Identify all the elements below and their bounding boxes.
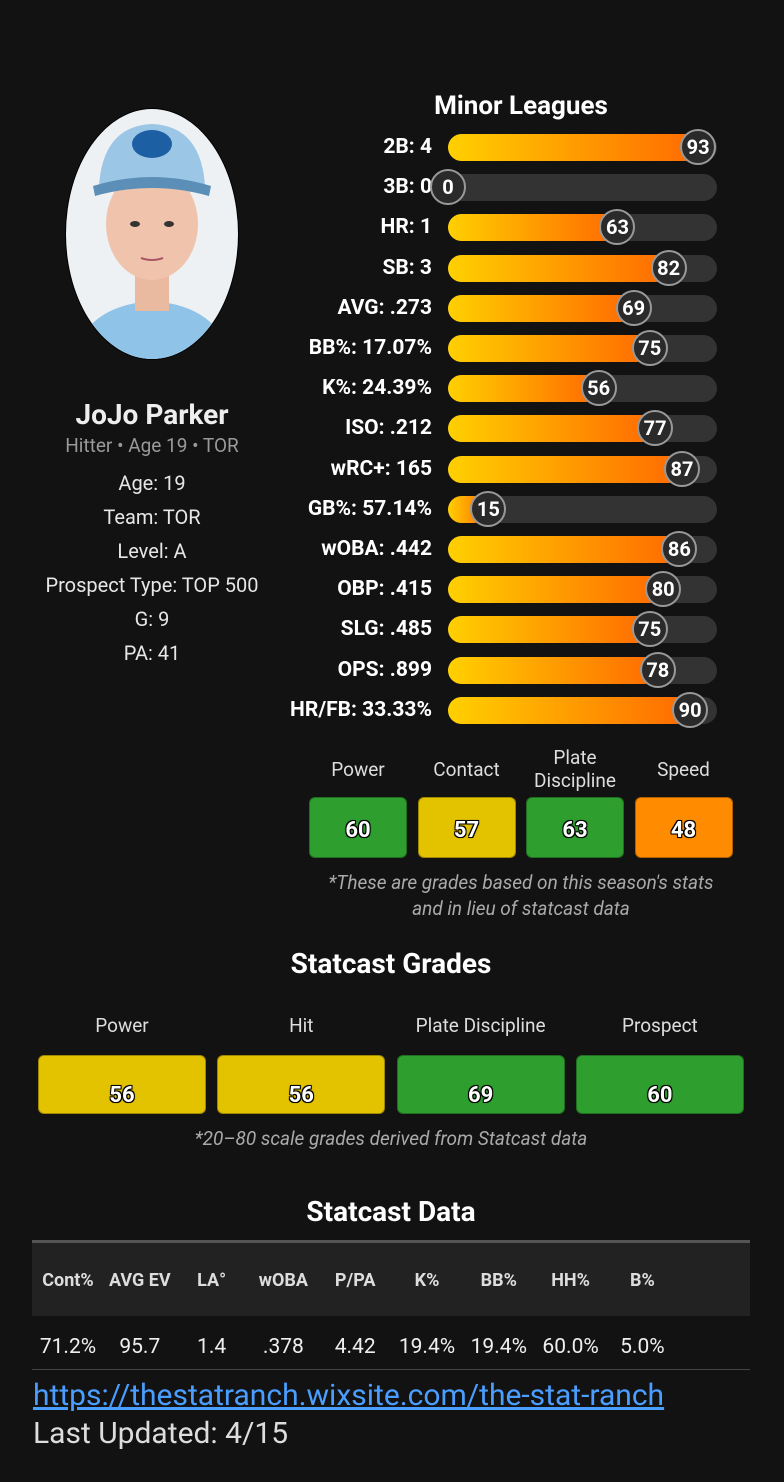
column-header: BB%: [480, 1270, 517, 1291]
table-cell: 95.7: [119, 1335, 161, 1359]
player-detail: Age: 19: [118, 471, 186, 495]
grade-label: Speed: [657, 757, 710, 781]
stat-label: SLG: .485: [340, 617, 432, 642]
percentile-badge: 69: [615, 289, 652, 326]
stat-label: BB%: 17.07%: [308, 336, 432, 360]
percentile-badge: 82: [650, 249, 687, 286]
table-header: [32, 1240, 750, 1316]
bar-fill: [448, 214, 618, 242]
column-header: B%: [629, 1270, 655, 1291]
percentile-badge: 80: [645, 571, 682, 608]
table-cell: 60.0%: [542, 1335, 599, 1359]
bar-fill: [448, 455, 683, 483]
bar-fill: [448, 415, 656, 443]
percentile-badge: 0: [430, 169, 466, 206]
table-cell: 4.42: [334, 1335, 376, 1359]
grade-box: 48: [634, 797, 733, 858]
player-name: JoJo Parker: [75, 398, 229, 431]
percentile-badge: 90: [672, 691, 709, 728]
grade-label: Power: [331, 757, 385, 781]
grade-box: 60: [575, 1055, 744, 1114]
stat-label: wOBA: .442: [321, 537, 432, 561]
percentile-badge: 87: [664, 450, 701, 487]
table-cell: .378: [262, 1335, 304, 1359]
table-cell: 1.4: [197, 1335, 227, 1359]
bar-fill: [448, 134, 699, 161]
column-header: P/PA: [334, 1270, 376, 1291]
stat-label: K%: 24.39%: [322, 376, 432, 401]
grade-label: Power: [95, 1014, 149, 1037]
stat-label: 2B: 4: [383, 135, 432, 159]
bar-fill: [448, 335, 650, 362]
percentile-badge: 75: [631, 330, 668, 366]
stat-label: OPS: .899: [337, 657, 432, 682]
bar-fill: [448, 375, 599, 403]
percentile-badge: 15: [470, 490, 507, 527]
player-detail: Team: TOR: [103, 505, 201, 529]
percentile-badge: 93: [680, 129, 717, 165]
stat-label: GB%: 57.14%: [307, 496, 432, 521]
grade-note: *These are grades based on this season's…: [328, 871, 714, 920]
stat-label: ISO: .212: [345, 416, 432, 441]
grade-box: 63: [526, 797, 624, 858]
column-header: LA°: [197, 1270, 227, 1291]
stat-label: OBP: .415: [337, 577, 432, 602]
grade-box: 56: [38, 1055, 206, 1114]
bar-fill: [448, 696, 691, 724]
percentile-badge: 86: [661, 531, 698, 567]
bar-fill: [448, 294, 634, 322]
player-subtitle: Hitter • Age 19 • TOR: [65, 434, 239, 457]
column-header: wOBA: [258, 1270, 308, 1291]
player-detail: G: 9: [134, 607, 170, 631]
table-rule: [32, 1369, 750, 1370]
grade-label: Contact: [433, 757, 500, 781]
table-cell: 5.0%: [620, 1335, 665, 1359]
stat-label: AVG: .273: [337, 295, 432, 320]
grade-box: 60: [309, 797, 407, 858]
column-header: Cont%: [42, 1270, 94, 1291]
section-title: Minor Leagues: [434, 91, 608, 121]
stat-label: HR: 1: [380, 215, 432, 240]
grade-label: Hit: [289, 1014, 314, 1037]
player-detail: PA: 41: [123, 641, 181, 665]
table-cell: 19.4%: [398, 1335, 456, 1359]
section-title: Statcast Grades: [290, 947, 492, 980]
column-header: AVG EV: [108, 1270, 171, 1291]
bar-fill: [448, 616, 650, 644]
column-header: K%: [414, 1270, 440, 1291]
stat-label: 3B: 0: [383, 175, 432, 200]
grade-label: Prospect: [621, 1014, 698, 1037]
grade-note: *20–80 scale grades derived from Statcas…: [194, 1127, 588, 1150]
bar-track: [448, 174, 717, 202]
last-updated: Last Updated: 4/15: [33, 1416, 289, 1451]
percentile-badge: 77: [637, 410, 674, 447]
grade-box: 56: [217, 1055, 386, 1114]
grade-label: Plate Discipline: [415, 1014, 546, 1037]
grade-label: Plate Discipline: [534, 746, 616, 792]
player-detail: Level: A: [117, 539, 187, 563]
stat-label: SB: 3: [382, 255, 432, 280]
percentile-badge: 75: [631, 611, 668, 648]
bar-fill: [448, 656, 658, 684]
bar-fill: [448, 536, 680, 563]
section-title: Statcast Data: [306, 1195, 476, 1228]
stat-label: HR/FB: 33.33%: [290, 697, 432, 722]
grade-box: 69: [396, 1055, 565, 1114]
column-header: HH%: [551, 1270, 590, 1291]
grade-box: 57: [417, 797, 516, 858]
player-photo: [65, 108, 239, 360]
percentile-badge: 56: [580, 370, 617, 407]
stat-label: wRC+: 165: [330, 456, 432, 481]
percentile-badge: 78: [639, 651, 676, 688]
percentile-badge: 63: [599, 209, 636, 246]
table-cell: 71.2%: [39, 1335, 97, 1359]
bar-fill: [448, 254, 669, 282]
footer-link[interactable]: https://thestatranch.wixsite.com/the-sta…: [33, 1378, 665, 1413]
player-detail: Prospect Type: TOP 500: [45, 573, 259, 597]
table-cell: 19.4%: [470, 1335, 527, 1359]
bar-fill: [448, 576, 664, 604]
